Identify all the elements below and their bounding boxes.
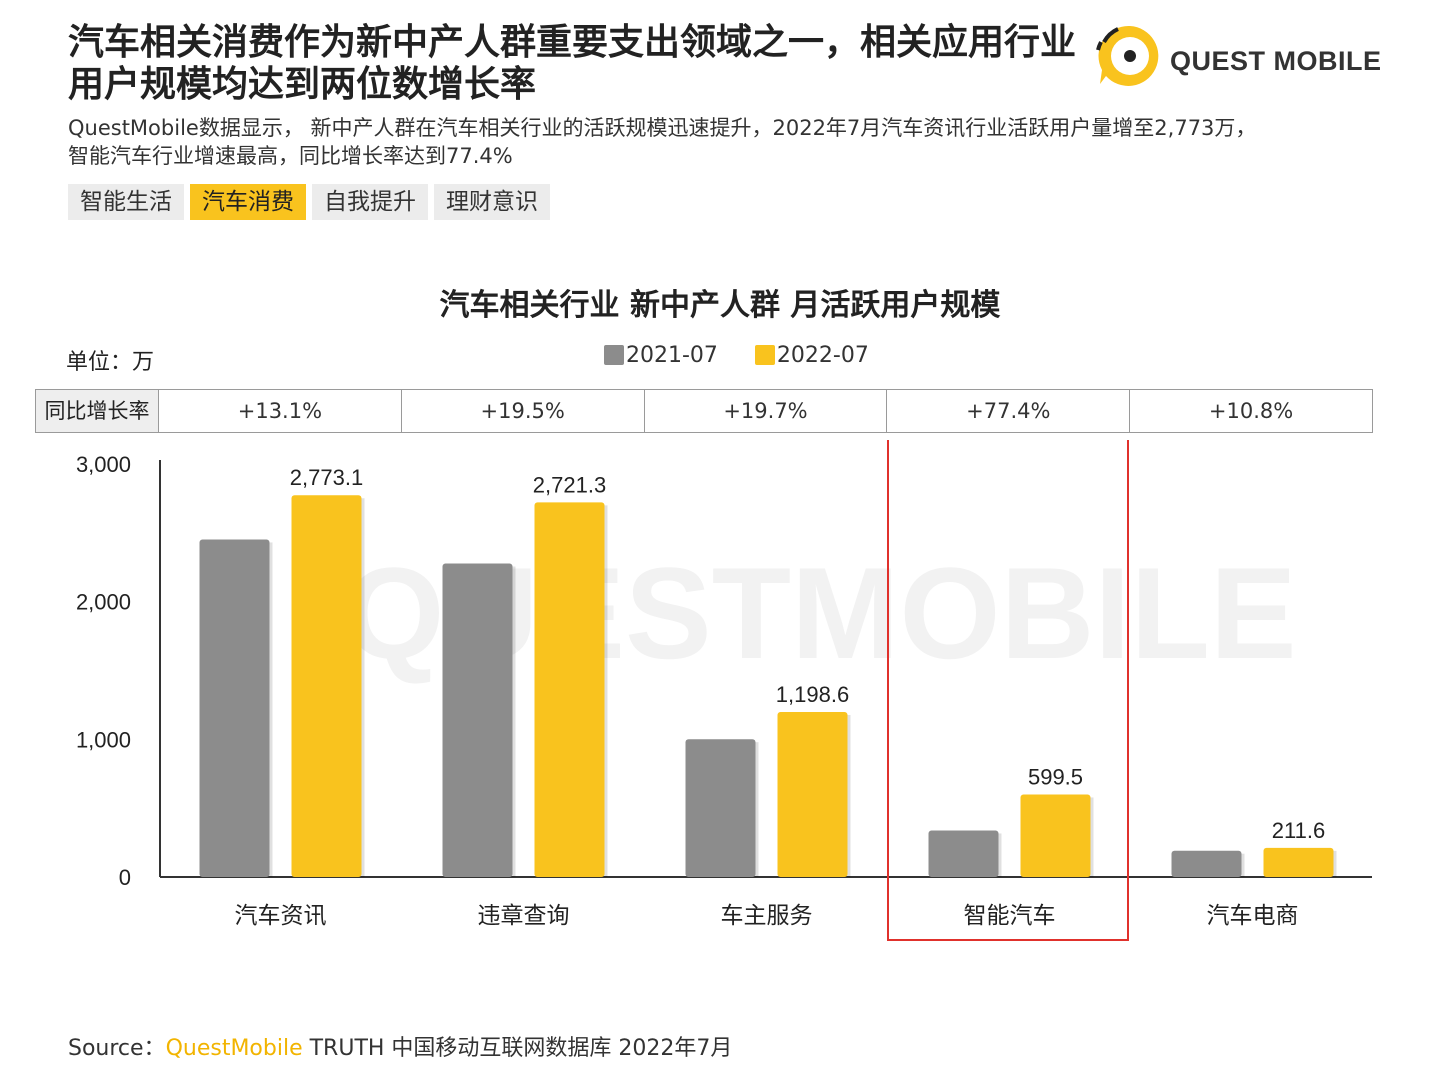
chart-title: 汽车相关行业 新中产人群 月活跃用户规模 (439, 288, 1001, 323)
brand-logo: QUEST MOBILE (1092, 20, 1392, 90)
legend-swatch-2021 (604, 345, 624, 365)
bar-2022 (1020, 794, 1091, 877)
data-label-2022: 599.5 (1028, 764, 1083, 789)
legend-item-2022: 2022-07 (754, 343, 869, 368)
x-tick-label: 汽车资讯 (235, 903, 327, 929)
headline-line-1: 汽车相关消费作为新中产人群重要支出领域之一，相关应用行业 (68, 22, 1077, 63)
data-label-2022: 1,198.6 (776, 682, 849, 707)
bar-2021 (685, 739, 756, 877)
subtitle: QuestMobile数据显示， 新中产人群在汽车相关行业的活跃规模迅速提升，2… (68, 114, 1408, 170)
bar-2021 (928, 830, 999, 877)
unit-label: 单位：万 (66, 350, 155, 375)
bar-2022 (1263, 847, 1334, 877)
subtitle-line-2: 智能汽车行业增速最高，同比增长率达到77.4% (68, 144, 513, 168)
bar-2021 (442, 563, 513, 877)
legend-swatch-2022 (754, 345, 775, 365)
data-label-2022: 2,721.3 (533, 472, 606, 497)
data-label-2022: 2,773.1 (290, 465, 363, 490)
bar-2021 (199, 539, 270, 877)
legend-label-2021: 2021-07 (626, 343, 718, 368)
y-tick-label: 1,000 (76, 727, 131, 752)
growth-rate-row: 同比增长率 +13.1% +19.5% +19.7% +77.4% +10.8% (35, 389, 1373, 433)
bar-2022 (534, 502, 605, 877)
x-tick-label: 违章查询 (478, 903, 570, 929)
bar-2022 (777, 711, 848, 877)
questmobile-logo-icon (1096, 25, 1159, 86)
y-tick-label: 2,000 (76, 590, 131, 615)
growth-rate-cell: +13.1% (159, 390, 402, 432)
headline-line-2: 用户规模均达到两位数增长率 (68, 64, 537, 105)
x-tick-label: 汽车电商 (1207, 903, 1299, 929)
highlight-box (887, 440, 1129, 941)
tag-car-consumption[interactable]: 汽车消费 (190, 184, 306, 220)
growth-rate-cell: +19.5% (402, 390, 645, 432)
data-label-2022: 211.6 (1272, 818, 1325, 843)
bar-chart: QUESTMOBILE01,0002,0003,0002,773.1汽车资讯2,… (76, 440, 1372, 941)
y-tick-label: 0 (119, 865, 131, 890)
x-tick-label: 智能汽车 (964, 903, 1056, 929)
bar-2021 (1171, 850, 1242, 877)
logo-text: QUEST MOBILE (1170, 46, 1382, 76)
bar-2022 (291, 495, 362, 877)
tag-self-improvement[interactable]: 自我提升 (312, 184, 428, 220)
legend-label-2022: 2022-07 (776, 343, 869, 368)
headline: 汽车相关消费作为新中产人群重要支出领域之一，相关应用行业 用户规模均达到两位数增… (68, 22, 1088, 106)
x-tick-label: 车主服务 (721, 903, 813, 929)
tag-finance-awareness[interactable]: 理财意识 (434, 184, 550, 220)
source-note: Source：QuestMobile TRUTH 中国移动互联网数据库 2022… (68, 1030, 732, 1062)
growth-rate-header: 同比增长率 (36, 390, 159, 432)
chart-legend: 2021-07 2022-07 (604, 343, 899, 368)
growth-rate-cell: +19.7% (645, 390, 888, 432)
subtitle-line-1: QuestMobile数据显示， 新中产人群在汽车相关行业的活跃规模迅速提升，2… (68, 116, 1257, 140)
growth-rate-cell: +10.8% (1208, 399, 1294, 423)
legend-item-2021: 2021-07 (604, 343, 718, 368)
source-prefix: Source： (68, 1036, 166, 1061)
tag-smart-life[interactable]: 智能生活 (68, 184, 184, 220)
y-tick-label: 3,000 (76, 452, 131, 477)
category-tags: 智能生活 汽车消费 自我提升 理财意识 (68, 184, 556, 222)
growth-rate-cell: +77.4% (887, 390, 1131, 432)
source-rest: TRUTH 中国移动互联网数据库 2022年7月 (302, 1036, 733, 1061)
source-brand: QuestMobile (165, 1036, 303, 1061)
